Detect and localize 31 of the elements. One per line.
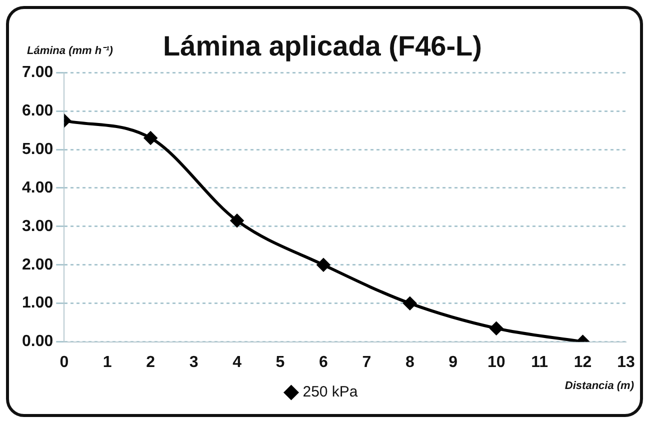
x-tick-label: 8 <box>405 354 414 371</box>
legend-label: 250 kPa <box>302 384 358 401</box>
x-tick-label: 4 <box>232 354 242 371</box>
x-tick-label: 13 <box>617 354 635 371</box>
point <box>316 258 330 272</box>
x-tick-label: 3 <box>189 354 198 371</box>
point <box>403 296 416 310</box>
y-tick-label: 3.00 <box>22 218 54 235</box>
x-axis-title: Distancia (m) <box>564 380 634 392</box>
y-axis-title: Lámina (mm h⁻¹) <box>27 45 114 58</box>
y-tick-label: 4.00 <box>22 179 54 196</box>
chart-title: Lámina aplicada (F46-L) <box>163 30 482 62</box>
x-tick-label: 12 <box>574 354 592 371</box>
y-tick-label: 5.00 <box>22 140 54 158</box>
point <box>230 214 244 228</box>
x-tick-label: 2 <box>146 354 156 371</box>
x-tick-label: 5 <box>276 354 285 371</box>
y-tick-label: 2.00 <box>22 256 54 274</box>
point <box>490 322 503 335</box>
y-tick-label: 1.00 <box>22 294 54 312</box>
x-tick-label: 1 <box>102 354 112 371</box>
x-tick-label: 7 <box>362 354 372 371</box>
x-tick-label: 0 <box>60 354 69 371</box>
x-tick-label: 10 <box>487 354 506 371</box>
x-tick-label: 6 <box>319 354 328 371</box>
y-tick-label: 7.00 <box>22 64 54 82</box>
y-tick-label: 0.00 <box>22 333 54 350</box>
point <box>144 131 158 144</box>
x-tick-label: 11 <box>531 354 548 371</box>
x-tick-label: 9 <box>448 354 458 371</box>
y-tick-label: 6.00 <box>22 102 54 120</box>
